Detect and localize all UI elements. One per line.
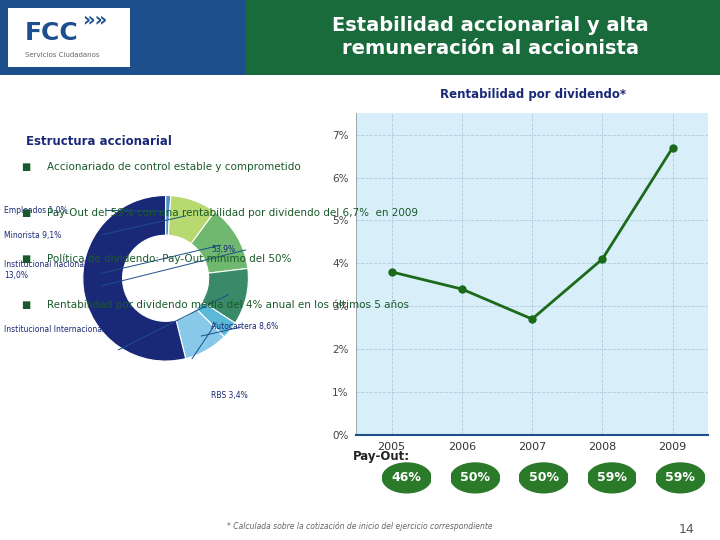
Text: 46%: 46% — [392, 471, 422, 484]
Text: Empleados 1,0%: Empleados 1,0% — [4, 206, 68, 215]
Wedge shape — [176, 309, 224, 359]
Ellipse shape — [588, 463, 636, 493]
Text: Pay-Out del 59% con una rentabilidad por dividendo del 6,7%  en 2009: Pay-Out del 59% con una rentabilidad por… — [47, 208, 418, 218]
Polygon shape — [8, 8, 130, 67]
Text: ■: ■ — [22, 163, 31, 172]
Polygon shape — [0, 0, 245, 75]
Ellipse shape — [519, 463, 568, 493]
Wedge shape — [202, 268, 248, 323]
Text: RBS 3,4%: RBS 3,4% — [211, 392, 248, 400]
Text: 14: 14 — [679, 523, 695, 536]
Ellipse shape — [451, 463, 500, 493]
Text: FCC: FCC — [25, 21, 78, 45]
Text: Institucional Internacional 11,0%: Institucional Internacional 11,0% — [4, 325, 130, 334]
Text: Rentabilidad por dividendo media del 4% anual en los últimos 5 años: Rentabilidad por dividendo media del 4% … — [47, 300, 409, 310]
Wedge shape — [196, 301, 235, 337]
Text: Rentabilidad por dividendo*: Rentabilidad por dividendo* — [440, 88, 626, 101]
Text: 50%: 50% — [528, 471, 559, 484]
Text: Política de dividendo: Pay-Out mínimo del 50%: Política de dividendo: Pay-Out mínimo de… — [47, 254, 291, 265]
Ellipse shape — [382, 463, 431, 493]
Wedge shape — [83, 195, 186, 361]
Text: Pay-Out:: Pay-Out: — [353, 450, 410, 463]
Text: ■: ■ — [22, 254, 31, 264]
Text: Estabilidad accionarial y alta
remuneración al accionista: Estabilidad accionarial y alta remunerac… — [332, 16, 648, 58]
Text: Minorista 9,1%: Minorista 9,1% — [4, 231, 61, 240]
Text: Autocartera 8,6%: Autocartera 8,6% — [211, 322, 279, 331]
Text: Estructura accionarial: Estructura accionarial — [27, 135, 172, 148]
Text: Servicios Ciudadanos: Servicios Ciudadanos — [25, 52, 99, 58]
Wedge shape — [166, 195, 171, 235]
Text: ■: ■ — [22, 208, 31, 218]
Text: Accionariado de control estable y comprometido: Accionariado de control estable y compro… — [47, 163, 300, 172]
Polygon shape — [245, 0, 720, 75]
Text: Institucional nacional
13,0%: Institucional nacional 13,0% — [4, 260, 86, 280]
Text: 59%: 59% — [665, 471, 696, 484]
Text: »»: »» — [82, 10, 107, 30]
Ellipse shape — [656, 463, 705, 493]
Text: 59%: 59% — [597, 471, 627, 484]
Wedge shape — [168, 195, 215, 244]
Text: * Calculada sobre la cotización de inicio del ejercicio correspondiente: * Calculada sobre la cotización de inici… — [228, 522, 492, 531]
Text: ■: ■ — [22, 300, 31, 310]
Wedge shape — [191, 212, 248, 273]
Text: 50%: 50% — [460, 471, 490, 484]
Text: 53,9%: 53,9% — [211, 245, 235, 254]
